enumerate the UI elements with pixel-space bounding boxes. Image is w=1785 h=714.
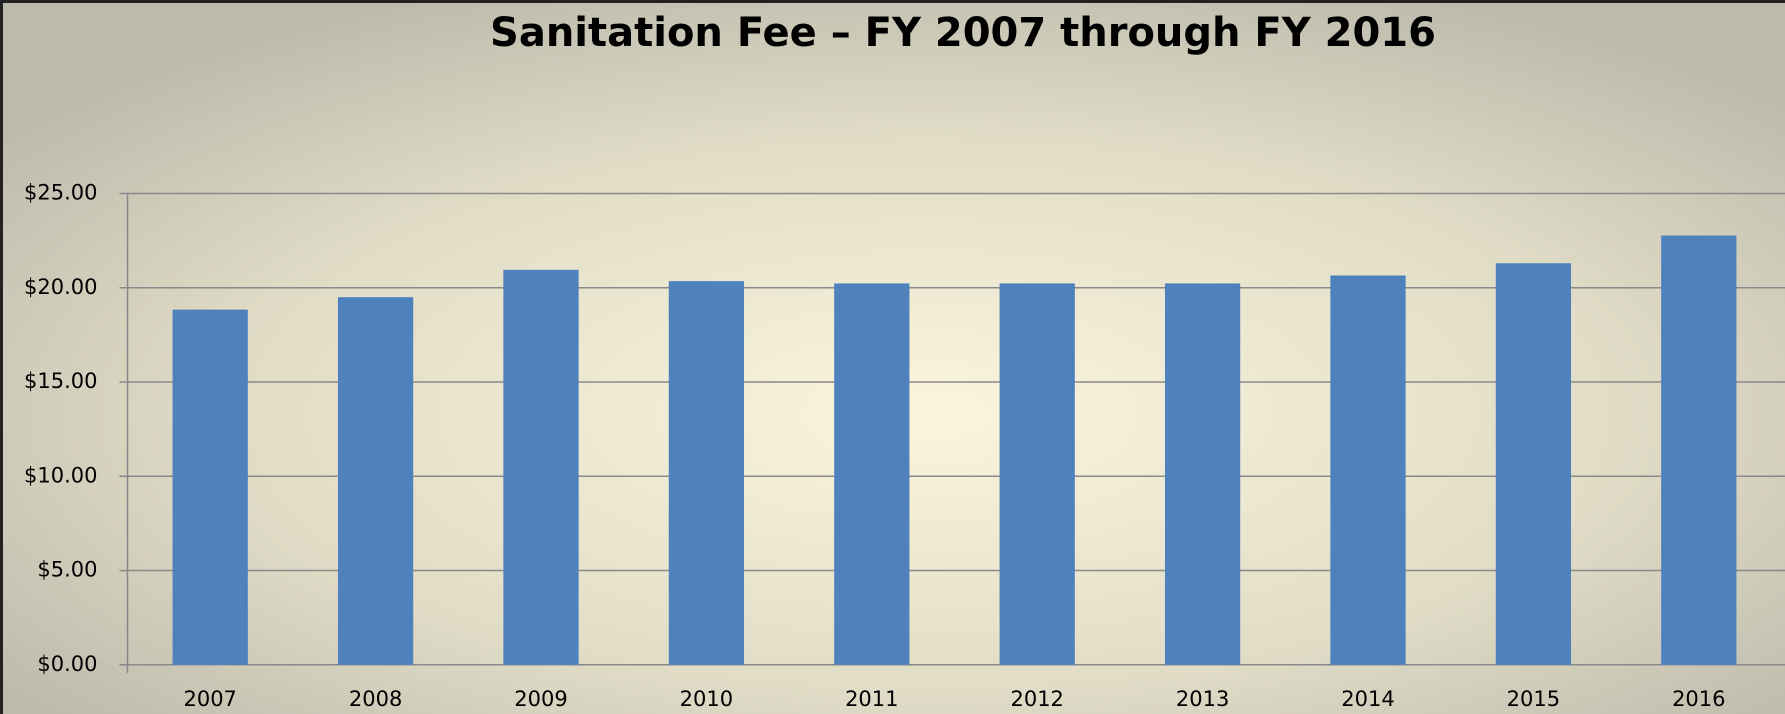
x-tick-label: 2008 [349, 687, 402, 711]
bar [1495, 263, 1572, 665]
x-tick-label: 2016 [1672, 687, 1725, 711]
bar [668, 281, 745, 665]
y-tick-label: $0.00 [37, 652, 97, 676]
bar [1330, 275, 1406, 665]
bar [172, 309, 248, 665]
x-tick-label: 2012 [1010, 687, 1063, 711]
x-tick-label: 2011 [845, 687, 898, 711]
x-tick-label: 2013 [1176, 687, 1229, 711]
x-tick-label: 2009 [514, 687, 567, 711]
y-tick-label: $20.00 [24, 275, 97, 299]
x-tick-label: 2015 [1507, 687, 1560, 711]
y-tick-label: $15.00 [24, 369, 97, 393]
bar [337, 297, 414, 665]
y-tick-label: $10.00 [24, 463, 97, 487]
bar [999, 283, 1075, 665]
x-tick-label: 2007 [183, 687, 236, 711]
y-tick-label: $25.00 [24, 181, 97, 205]
bar [1661, 235, 1737, 665]
x-tick-label: 2014 [1341, 687, 1394, 711]
bar [503, 269, 579, 665]
y-tick-label: $5.00 [37, 558, 97, 582]
x-tick-label: 2010 [680, 687, 733, 711]
bar [1164, 283, 1241, 665]
chart-title: Sanitation Fee – FY 2007 through FY 2016 [490, 10, 1436, 56]
bar [834, 283, 910, 665]
